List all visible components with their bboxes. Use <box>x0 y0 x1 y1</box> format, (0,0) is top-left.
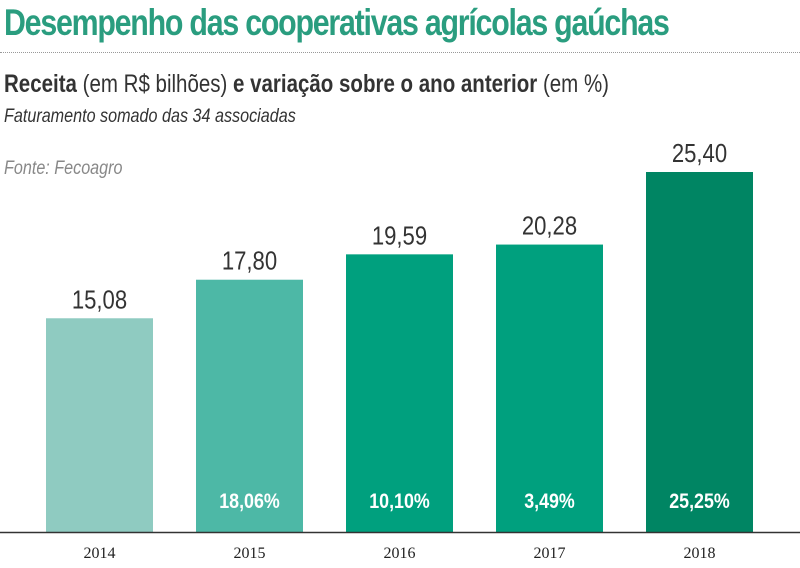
chart-title: Desempenho das cooperativas agrícolas ga… <box>4 2 670 43</box>
value-label: 20,28 <box>522 212 577 241</box>
chart-subtitle: Receita (em R$ bilhões) e variação sobre… <box>4 70 609 99</box>
bar-2018 <box>646 172 753 532</box>
subtitle-bold-2: e variação sobre o ano anterior <box>233 70 538 98</box>
variation-label: 10,10% <box>369 490 429 514</box>
variation-label: 3,49% <box>524 490 575 514</box>
x-tick-label: 2015 <box>234 545 266 562</box>
bar-2017 <box>496 244 603 532</box>
subtitle-regular-1: (em R$ bilhões) <box>76 70 234 98</box>
value-label: 19,59 <box>372 222 427 251</box>
subtitle-regular-2: (em %) <box>537 70 609 98</box>
chart-note: Faturamento somado das 34 associadas <box>4 106 296 127</box>
chart-source: Fonte: Fecoagro <box>4 158 123 179</box>
value-label: 15,08 <box>72 286 127 315</box>
subtitle-bold-1: Receita <box>4 70 77 98</box>
variation-label: 18,06% <box>219 490 279 514</box>
value-label: 25,40 <box>672 139 727 168</box>
bar-2016 <box>346 254 453 533</box>
variation-label: 25,25% <box>669 490 729 514</box>
x-tick-label: 2016 <box>384 545 416 562</box>
bar-2015 <box>196 279 303 532</box>
value-label: 17,80 <box>222 247 277 276</box>
x-tick-label: 2014 <box>84 545 116 562</box>
x-tick-label: 2018 <box>684 545 716 562</box>
x-tick-label: 2017 <box>534 545 566 562</box>
title-divider <box>0 52 800 53</box>
bar-2014 <box>46 318 153 532</box>
